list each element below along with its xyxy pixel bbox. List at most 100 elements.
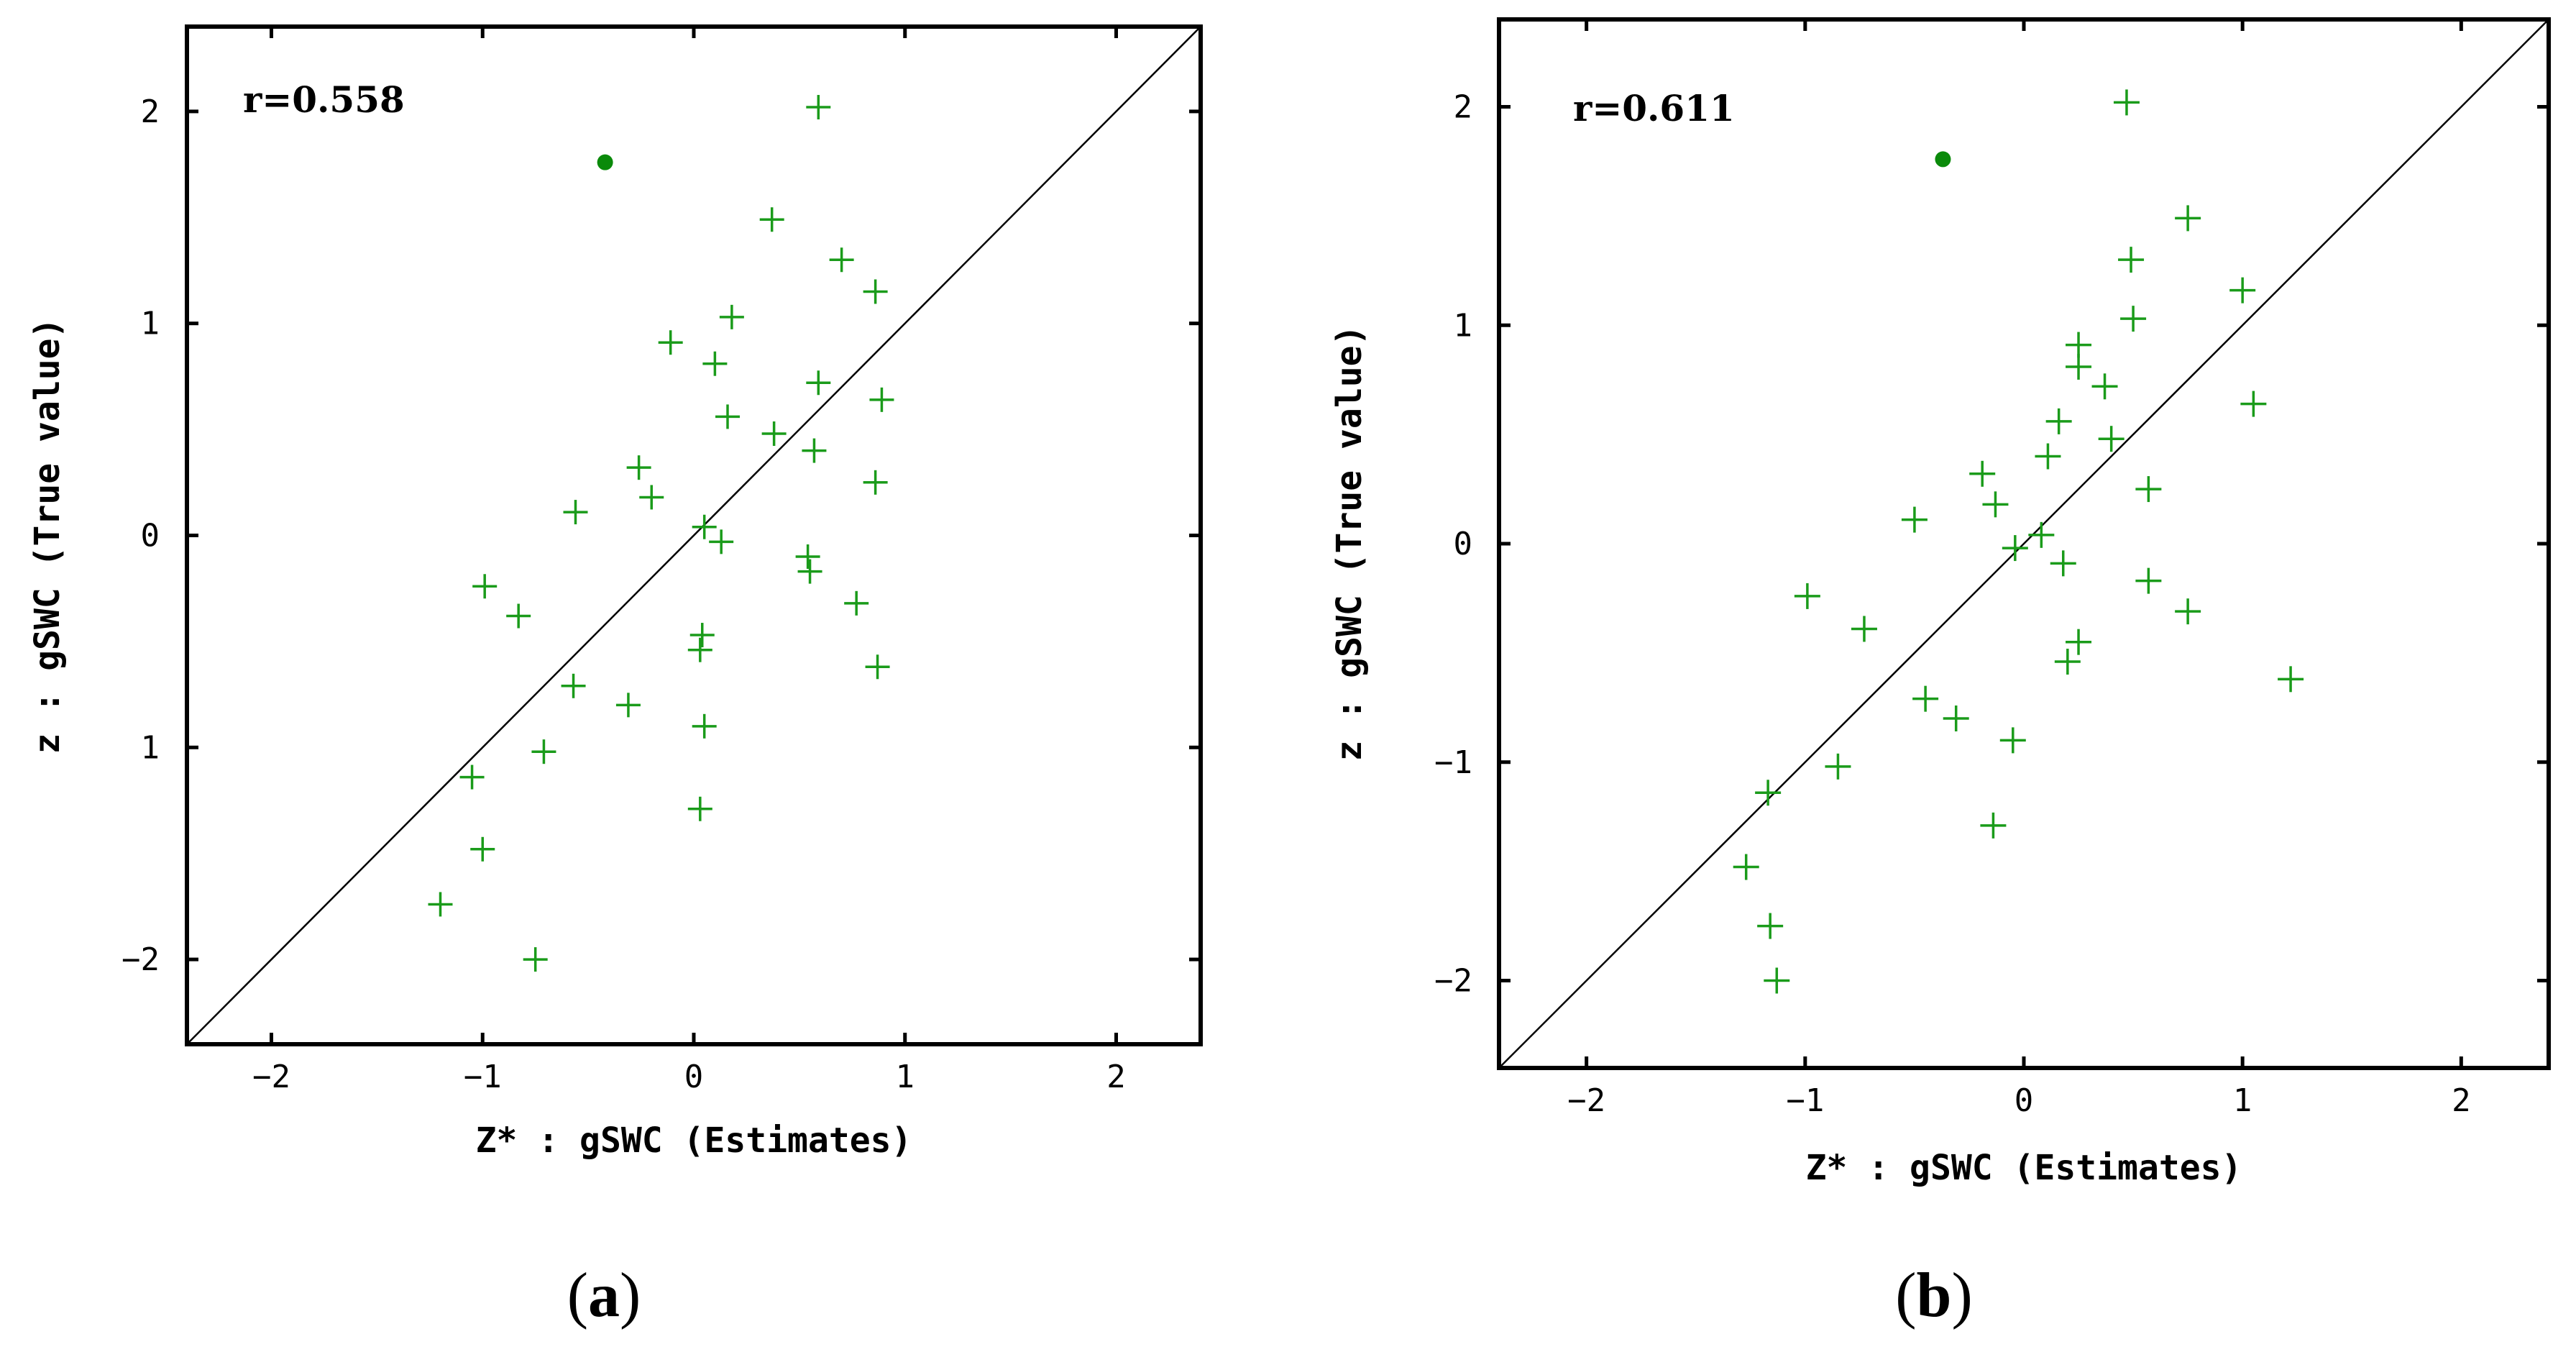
- data-point-a: [863, 470, 888, 495]
- data-point-b: [2066, 353, 2092, 380]
- x-ticks-a: −2 −1 0 1 2: [252, 27, 1126, 1095]
- y-tick-label-a: 0: [141, 518, 160, 554]
- data-point-b: [1757, 913, 1784, 939]
- y-tick-label-a: 2: [141, 93, 160, 130]
- data-point-b: [2135, 567, 2162, 594]
- data-point-b: [2118, 247, 2145, 273]
- caption-a-close: ): [620, 1261, 641, 1330]
- data-point-b: [2229, 277, 2256, 303]
- identity-line-b: [1498, 19, 2549, 1069]
- y-tick-label-a: 1: [141, 306, 160, 342]
- x-axis-title-a: Z* : gSWC (Estimates): [476, 1120, 912, 1161]
- data-point-a: [459, 764, 485, 790]
- x-tick-label-b: −1: [1786, 1082, 1824, 1119]
- data-point-a: [687, 796, 712, 821]
- data-point-b: [2113, 89, 2140, 116]
- data-point-b: [2120, 306, 2147, 332]
- y-tick-label-b: 1: [1454, 307, 1473, 344]
- caption-b-close: ): [1951, 1261, 1972, 1330]
- caption-a: (a): [567, 1261, 641, 1330]
- data-point-a: [865, 654, 890, 680]
- data-point-a: [626, 455, 651, 480]
- data-point-a: [563, 500, 588, 525]
- x-tick-label-a: 0: [684, 1059, 704, 1095]
- y-tick-label-b: 0: [1454, 526, 1473, 562]
- r-annotation-b: r=0.611: [1573, 87, 1735, 129]
- data-point-a: [702, 351, 728, 376]
- data-point-a: [829, 247, 854, 273]
- y-axis-title-b: z : gSWC (True value): [1329, 325, 1370, 762]
- caption-a-open: (: [567, 1261, 588, 1330]
- scatter-points-b: [1733, 89, 2304, 994]
- data-point-a: [658, 330, 683, 355]
- data-point-b: [1980, 812, 2007, 839]
- identity-line-a: [186, 26, 1201, 1045]
- data-point-a: [709, 529, 734, 554]
- data-point-b: [2054, 649, 2081, 675]
- x-tick-label-b: 2: [2452, 1082, 2471, 1119]
- y-ticks-b: 2 1 0 −1 −2: [1434, 89, 2549, 1000]
- data-point-b: [2045, 408, 2072, 434]
- data-point-a: [689, 623, 715, 648]
- data-point-a: [470, 836, 495, 862]
- data-point-b: [2135, 476, 2162, 503]
- data-point-b: [1733, 854, 1759, 880]
- data-point-a: [759, 207, 784, 232]
- data-point-a: [806, 95, 831, 120]
- data-point-a: [869, 387, 894, 412]
- data-point-a: [687, 637, 712, 662]
- data-point-b: [1825, 753, 1851, 780]
- y-ticks-a: 2 1 0 1 −2: [122, 93, 1201, 978]
- data-point-a: [692, 713, 717, 739]
- outlier-point-a: [597, 154, 613, 170]
- y-tick-label-b: 2: [1454, 89, 1473, 126]
- data-point-a: [531, 739, 556, 764]
- data-point-b: [1851, 616, 1877, 642]
- data-point-b: [2098, 426, 2124, 452]
- data-point-b: [1764, 967, 1790, 994]
- data-point-b: [2091, 373, 2118, 400]
- y-tick-label-b: −2: [1434, 963, 1472, 1000]
- caption-b: (b): [1895, 1261, 1973, 1330]
- y-tick-label-a: −2: [122, 941, 160, 978]
- y-axis-title-a: z : gSWC (True value): [27, 318, 68, 754]
- data-point-a: [806, 370, 831, 396]
- x-tick-label-a: −2: [252, 1059, 290, 1095]
- data-point-b: [2278, 666, 2304, 693]
- outlier-point-b: [1935, 151, 1951, 168]
- data-point-b: [2002, 535, 2028, 562]
- data-point-b: [2066, 629, 2092, 655]
- data-point-a: [561, 673, 586, 698]
- data-point-b: [1943, 706, 1969, 731]
- x-ticks-b: −2 −1 0 1 2: [1567, 19, 2471, 1119]
- r-annotation-a: r=0.558: [243, 78, 405, 121]
- data-point-b: [2175, 598, 2201, 625]
- data-point-a: [797, 559, 822, 584]
- x-tick-label-b: −2: [1567, 1082, 1605, 1119]
- data-point-a: [715, 404, 740, 429]
- data-point-b: [1912, 685, 1939, 712]
- data-point-b: [2035, 443, 2061, 470]
- data-point-a: [639, 485, 664, 510]
- data-point-b: [2066, 332, 2092, 358]
- y-tick-label-a: 1: [141, 729, 160, 766]
- data-point-a: [795, 544, 820, 569]
- caption-a-letter: a: [588, 1261, 620, 1330]
- data-point-a: [615, 693, 641, 718]
- panel-a: −2 −1 0 1 2 2 1 0 1 −2 r=0.558 Z* : gSWC (Estima…: [27, 24, 1203, 1330]
- data-point-b: [2050, 550, 2076, 577]
- caption-b-letter: b: [1917, 1261, 1952, 1330]
- data-point-a: [428, 892, 453, 917]
- data-point-b: [1901, 506, 1928, 533]
- data-point-b: [1969, 460, 1996, 487]
- data-point-a: [523, 947, 548, 972]
- data-point-b: [1999, 727, 2026, 754]
- data-point-b: [1794, 583, 1820, 609]
- data-point-a: [719, 304, 744, 329]
- x-axis-title-b: Z* : gSWC (Estimates): [1806, 1148, 2242, 1188]
- data-point-b: [2240, 391, 2267, 417]
- data-point-a: [761, 421, 787, 446]
- data-point-a: [692, 514, 717, 539]
